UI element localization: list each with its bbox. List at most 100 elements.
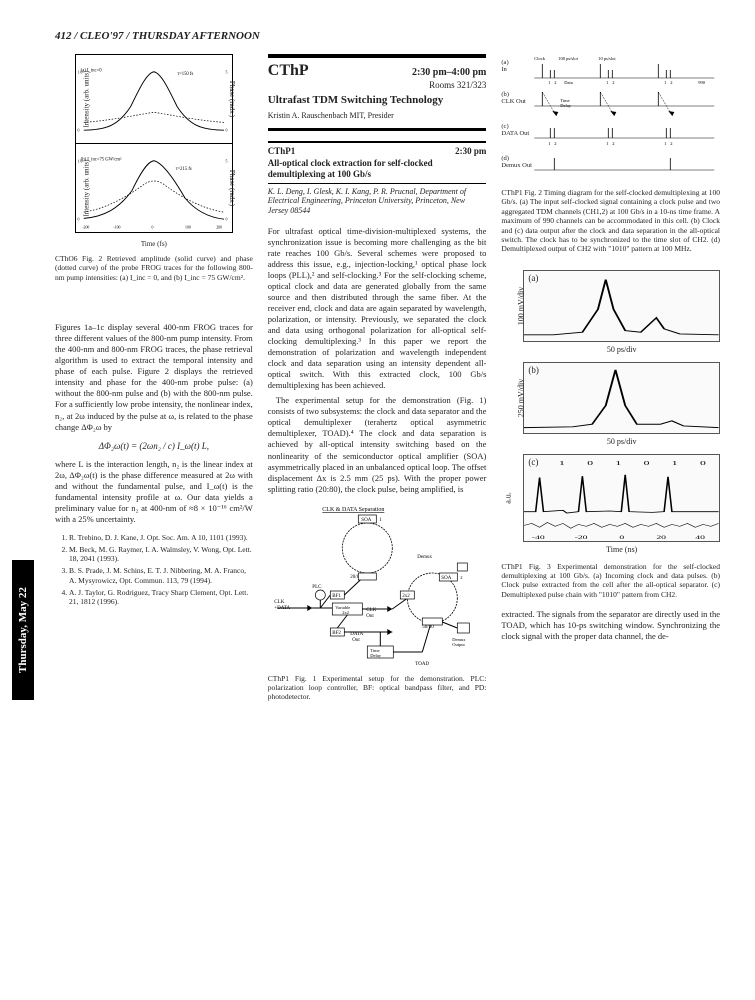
svg-text:20: 20 bbox=[657, 534, 667, 540]
svg-text:Output: Output bbox=[452, 642, 465, 647]
svg-text:1: 1 bbox=[607, 80, 609, 85]
svg-text:Out: Out bbox=[366, 614, 374, 619]
talk1-authors: K. L. Deng, I. Glesk, K. I. Kang, P. R. … bbox=[268, 187, 487, 216]
svg-text:2: 2 bbox=[671, 80, 673, 85]
talk1-title: All-optical clock extraction for self-cl… bbox=[268, 158, 487, 184]
svg-text:Demux: Demux bbox=[417, 555, 432, 560]
svg-text:BF2: BF2 bbox=[332, 631, 341, 636]
svg-text:100 ps/slot: 100 ps/slot bbox=[559, 56, 579, 61]
svg-text:990: 990 bbox=[699, 80, 707, 85]
intensity-curve-a bbox=[84, 72, 224, 130]
svg-text:1: 1 bbox=[379, 518, 382, 523]
svg-text:CLK: CLK bbox=[274, 600, 284, 605]
y-axis-right-b: Phase (rads.) bbox=[228, 170, 236, 206]
col2-paragraph2: The experimental setup for the demonstra… bbox=[268, 395, 487, 494]
panel-b-tau: τ=215 fs bbox=[176, 167, 192, 172]
session-time: 2:30 pm–4:00 pm bbox=[412, 67, 486, 78]
svg-text:2x2: 2x2 bbox=[402, 594, 410, 599]
timing-row-a: (a)In Clock100 ps/slot10 ps/slot 1212129… bbox=[529, 54, 720, 86]
scope-panel-b: (b) 250 mV/div bbox=[523, 362, 720, 434]
session-title: Ultrafast TDM Switching Technology bbox=[268, 94, 487, 107]
svg-text:DATA: DATA bbox=[350, 632, 363, 637]
svg-text:0: 0 bbox=[152, 226, 154, 230]
fig-ctho6-panel-b: Intensity (arb. units) Phase (rads.) (b)… bbox=[75, 143, 233, 233]
scope-panel-a: (a) 100 mV/div bbox=[523, 270, 720, 342]
y-axis-right-a: Phase (rads.) bbox=[228, 81, 236, 117]
intensity-curve-b bbox=[84, 161, 224, 219]
fig2-caption: CThP1 Fig. 2 Timing diagram for the self… bbox=[501, 188, 720, 254]
panel-a-tau: τ=150 fs bbox=[177, 72, 193, 77]
talk1-code: CThP1 bbox=[268, 146, 296, 156]
scope-panel-c: (c) a.u. 1 0 1 0 1 0 1 -40-2002040 bbox=[523, 454, 720, 542]
svg-text:-200: -200 bbox=[82, 226, 89, 230]
svg-text:0: 0 bbox=[226, 218, 228, 222]
ref-1: R. Trebino, D. J. Kane, J. Opt. Soc. Am.… bbox=[69, 533, 253, 543]
fig3-caption: CThP1 Fig. 3 Experimental demonstration … bbox=[501, 562, 720, 600]
svg-text:1: 1 bbox=[549, 80, 551, 85]
svg-text:0: 0 bbox=[226, 129, 228, 133]
timing-row-b: (b)CLK Out TimeDelay bbox=[529, 86, 720, 118]
svg-text:200: 200 bbox=[216, 226, 222, 230]
fig2-timing-diagram: (a)In Clock100 ps/slot10 ps/slot 1212129… bbox=[501, 54, 720, 182]
svg-text:2: 2 bbox=[613, 141, 615, 146]
svg-text:Data: Data bbox=[565, 80, 574, 85]
svg-text:10 ps/slot: 10 ps/slot bbox=[599, 56, 617, 61]
equation-1: ΔΦ₂ω(t) = (2ωn₂ / c) I_ω(t) L, bbox=[55, 441, 253, 451]
y-axis-left-b: Intensity (arb. units) bbox=[82, 160, 90, 217]
fig-ctho6-caption: CThO6 Fig. 2 Retrieved amplitude (solid … bbox=[55, 254, 253, 282]
timing-row-d: (d)Demux Out bbox=[529, 150, 720, 182]
fig3-scope: (a) 100 mV/div 50 ps/div (b) 250 mV/div … bbox=[523, 270, 720, 554]
svg-text:SOA: SOA bbox=[441, 576, 451, 581]
svg-text:-40: -40 bbox=[532, 534, 545, 540]
y-axis-left-a: Intensity (arb. units) bbox=[82, 71, 90, 128]
side-date-tab: Thursday, May 22 bbox=[12, 560, 34, 700]
svg-text:1: 1 bbox=[665, 80, 667, 85]
svg-text:2: 2 bbox=[555, 80, 557, 85]
col3-tail-text: extracted. The signals from the separato… bbox=[501, 609, 720, 642]
phase-curve-b bbox=[84, 181, 224, 212]
svg-text:TOAD: TOAD bbox=[415, 662, 429, 667]
svg-text:1: 1 bbox=[665, 141, 667, 146]
svg-text:50/50: 50/50 bbox=[422, 625, 434, 630]
svg-text:100: 100 bbox=[185, 226, 191, 230]
svg-text:1 0 1 0 1 0 1: 1 0 1 0 1 0 1 bbox=[559, 459, 719, 465]
ref-4: A. J. Taylor, G. Rodriguez, Tracy Sharp … bbox=[69, 588, 253, 608]
svg-text:5: 5 bbox=[226, 159, 228, 163]
fig1-caption: CThP1 Fig. 1 Experimental setup for the … bbox=[268, 674, 487, 702]
talk1-time: 2:30 pm bbox=[455, 146, 486, 156]
svg-text:2x2: 2x2 bbox=[342, 610, 349, 615]
phase-curve-a bbox=[84, 112, 224, 122]
page-header: 412 / CLEO'97 / THURSDAY AFTERNOON bbox=[55, 30, 720, 42]
column-3: (a)In Clock100 ps/slot10 ps/slot 1212129… bbox=[501, 54, 720, 702]
column-1: Intensity (arb. units) Phase (rads.) (a)… bbox=[55, 54, 253, 702]
svg-text:2: 2 bbox=[671, 141, 673, 146]
col1-paragraph1: Figures 1a–1c display several 400-nm FRO… bbox=[55, 322, 253, 432]
svg-text:0: 0 bbox=[78, 218, 80, 222]
session-header: CThP 2:30 pm–4:00 pm Rooms 321/323 Ultra… bbox=[268, 54, 487, 131]
svg-text:2: 2 bbox=[613, 80, 615, 85]
fig-ctho6: Intensity (arb. units) Phase (rads.) (a)… bbox=[75, 54, 233, 248]
three-column-layout: Intensity (arb. units) Phase (rads.) (a)… bbox=[55, 54, 720, 702]
scope-a-xlabel: 50 ps/div bbox=[523, 345, 720, 354]
ref-3: B. S. Prade, J. M. Schins, E. T. J. Nibb… bbox=[69, 566, 253, 586]
svg-text:2: 2 bbox=[555, 141, 557, 146]
svg-text:40: 40 bbox=[696, 534, 706, 540]
col2-paragraph1: For ultrafast optical time-division-mult… bbox=[268, 226, 487, 392]
svg-text:Delay: Delay bbox=[561, 103, 572, 108]
svg-text:Out: Out bbox=[352, 638, 360, 643]
svg-text:5: 5 bbox=[226, 70, 228, 74]
svg-text:1: 1 bbox=[607, 141, 609, 146]
svg-text:SOA: SOA bbox=[361, 518, 371, 523]
svg-text:-100: -100 bbox=[113, 226, 120, 230]
references-list: R. Trebino, D. J. Kane, J. Opt. Soc. Am.… bbox=[55, 533, 253, 607]
svg-text:2: 2 bbox=[460, 575, 462, 580]
svg-text:-20: -20 bbox=[575, 534, 588, 540]
svg-text:1: 1 bbox=[549, 141, 551, 146]
fig1-title: CLK & DATA Separation bbox=[322, 507, 384, 513]
x-axis-label: Time (fs) bbox=[75, 240, 233, 248]
session-code: CThP bbox=[268, 62, 309, 80]
svg-text:Clock: Clock bbox=[535, 56, 546, 61]
scope-b-xlabel: 50 ps/div bbox=[523, 437, 720, 446]
session-presider: Kristin A. Rauschenbach MIT, Presider bbox=[268, 111, 487, 120]
col1-paragraph2: where L is the interaction length, n₂ is… bbox=[55, 459, 253, 525]
